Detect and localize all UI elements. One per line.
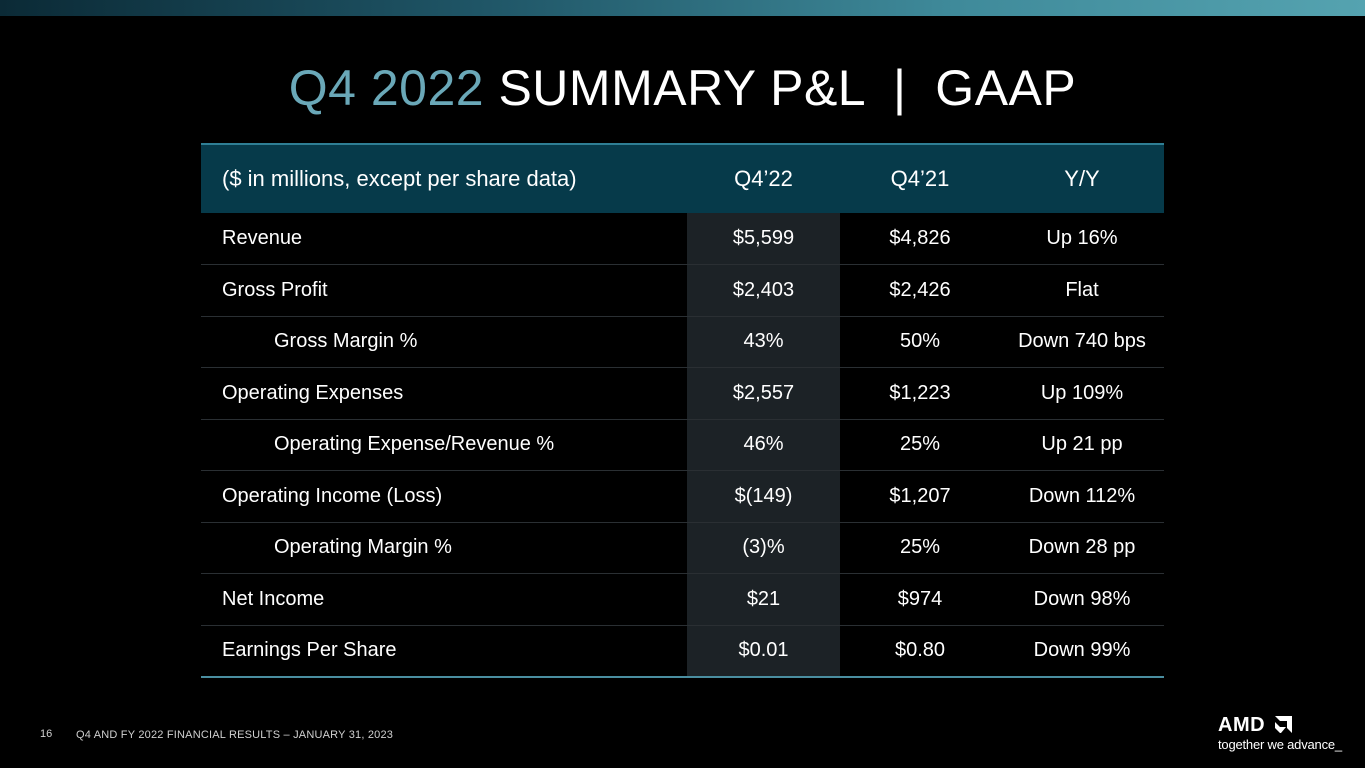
table-row: Operating Margin % (3)% 25% Down 28 pp bbox=[201, 522, 1164, 574]
cell-q4-22: $5,599 bbox=[687, 213, 840, 265]
table-row: Operating Expense/Revenue % 46% 25% Up 21 p… bbox=[201, 419, 1164, 471]
table-row: Revenue $5,599 $4,826 Up 16% bbox=[201, 213, 1164, 265]
cell-q4-21: 50% bbox=[840, 316, 1000, 368]
cell-q4-21: $0.80 bbox=[840, 625, 1000, 678]
logo-wordmark: AMD bbox=[1218, 714, 1266, 736]
cell-yy: Down 740 bps bbox=[1000, 316, 1164, 368]
cell-q4-22: $21 bbox=[687, 573, 840, 626]
logo-tagline: together we advance_ bbox=[1218, 737, 1342, 752]
amd-logo: AMD together we advance_ bbox=[1218, 714, 1348, 754]
table-row: Operating Income (Loss) $(149) $1,207 Down … bbox=[201, 470, 1164, 523]
summary-pl-table: ($ in millions, except per share data) Q… bbox=[201, 143, 1164, 678]
cell-q4-21: 25% bbox=[840, 419, 1000, 471]
cell-q4-22: $0.01 bbox=[687, 625, 840, 678]
top-gradient-bar bbox=[0, 0, 1365, 16]
cell-q4-22: 43% bbox=[687, 316, 840, 368]
amd-arrow-icon bbox=[1275, 716, 1292, 733]
cell-q4-22: $2,403 bbox=[687, 264, 840, 317]
header-yy: Y/Y bbox=[1000, 143, 1164, 213]
row-label: Earnings Per Share bbox=[201, 625, 687, 678]
cell-q4-21: $1,223 bbox=[840, 367, 1000, 420]
row-label: Gross Profit bbox=[201, 264, 687, 317]
header-q4-22: Q4’22 bbox=[687, 143, 840, 213]
row-label: Revenue bbox=[201, 213, 687, 265]
cell-yy: Flat bbox=[1000, 264, 1164, 317]
cell-q4-21: $1,207 bbox=[840, 470, 1000, 523]
cell-yy: Down 112% bbox=[1000, 470, 1164, 523]
table-row: Gross Margin % 43% 50% Down 740 bps bbox=[201, 316, 1164, 368]
slide-title: Q4 2022 SUMMARY P&L | GAAP bbox=[0, 58, 1365, 118]
cell-q4-21: 25% bbox=[840, 522, 1000, 574]
header-description: ($ in millions, except per share data) bbox=[201, 143, 687, 213]
row-label: Operating Income (Loss) bbox=[201, 470, 687, 523]
table-row: Gross Profit $2,403 $2,426 Flat bbox=[201, 264, 1164, 317]
cell-yy: Up 16% bbox=[1000, 213, 1164, 265]
cell-yy: Down 99% bbox=[1000, 625, 1164, 678]
cell-q4-21: $2,426 bbox=[840, 264, 1000, 317]
slide-title-accent: Q4 2022 bbox=[288, 60, 485, 116]
cell-yy: Down 28 pp bbox=[1000, 522, 1164, 574]
table-row: Operating Expenses $2,557 $1,223 Up 109% bbox=[201, 367, 1164, 420]
table-header-row: ($ in millions, except per share data) Q… bbox=[201, 143, 1164, 213]
row-label: Operating Expense/Revenue % bbox=[201, 419, 687, 471]
slide-title-main: SUMMARY P&L | GAAP bbox=[484, 60, 1077, 116]
cell-yy: Up 109% bbox=[1000, 367, 1164, 420]
page-number: 16 bbox=[40, 728, 53, 740]
cell-q4-22: $2,557 bbox=[687, 367, 840, 420]
table-row: Earnings Per Share $0.01 $0.80 Down 99% bbox=[201, 625, 1164, 678]
footer-text: Q4 AND FY 2022 FINANCIAL RESULTS – JANUA… bbox=[76, 729, 394, 741]
header-q4-21: Q4’21 bbox=[840, 143, 1000, 213]
cell-q4-21: $4,826 bbox=[840, 213, 1000, 265]
cell-q4-21: $974 bbox=[840, 573, 1000, 626]
cell-yy: Up 21 pp bbox=[1000, 419, 1164, 471]
cell-q4-22: 46% bbox=[687, 419, 840, 471]
row-label: Operating Margin % bbox=[201, 522, 687, 574]
table-row: Net Income $21 $974 Down 98% bbox=[201, 573, 1164, 626]
row-label: Gross Margin % bbox=[201, 316, 687, 368]
cell-q4-22: $(149) bbox=[687, 470, 840, 523]
cell-q4-22: (3)% bbox=[687, 522, 840, 574]
row-label: Net Income bbox=[201, 573, 687, 626]
cell-yy: Down 98% bbox=[1000, 573, 1164, 626]
row-label: Operating Expenses bbox=[201, 367, 687, 420]
